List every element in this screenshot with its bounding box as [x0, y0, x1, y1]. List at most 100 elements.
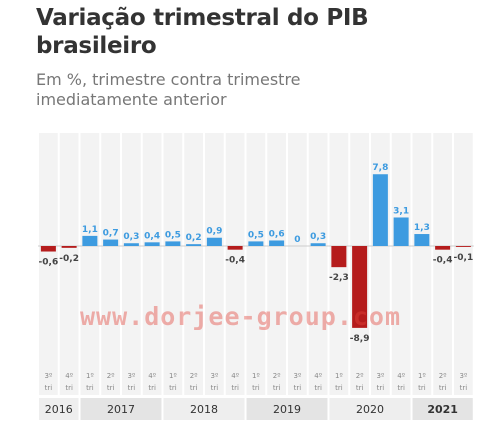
year-band	[39, 398, 79, 420]
year-label: 2021	[427, 403, 458, 416]
data-label: -2,3	[329, 273, 349, 283]
bar	[352, 246, 368, 328]
quarter-suffix-label: tri	[128, 384, 136, 392]
bar	[165, 241, 181, 246]
chart-title-line1: Variação trimestral do PIB	[36, 5, 369, 31]
quarter-suffix-label: tri	[86, 384, 94, 392]
chart-title-line2: brasileiro	[36, 33, 157, 59]
column-background	[246, 133, 266, 395]
bar	[206, 237, 222, 246]
data-label: 0,5	[165, 230, 181, 240]
data-label: 0,2	[186, 233, 202, 243]
quarter-label: 3º	[376, 372, 384, 380]
quarter-label: 4º	[397, 372, 405, 380]
quarter-suffix-label: tri	[439, 384, 447, 392]
bar	[123, 243, 139, 246]
quarter-label: 1º	[86, 372, 94, 380]
column-background	[142, 133, 162, 395]
data-label: 3,1	[393, 206, 409, 216]
column-background	[80, 133, 100, 395]
column-background	[59, 133, 79, 395]
quarter-label: 1º	[335, 372, 343, 380]
bar	[269, 240, 285, 246]
bar	[40, 246, 56, 252]
chart-subtitle-line1: Em %, trimestre contra trimestre	[36, 70, 301, 89]
bar	[248, 241, 264, 246]
quarter-suffix-label: tri	[314, 384, 322, 392]
column-background	[225, 133, 245, 395]
data-label: 0,3	[123, 232, 139, 242]
quarter-suffix-label: tri	[45, 384, 53, 392]
quarter-label: 3º	[210, 372, 218, 380]
chart-title: Variação trimestral do PIB brasileiro	[36, 4, 476, 60]
column-background	[184, 133, 203, 395]
year-band	[163, 398, 245, 420]
quarter-suffix-label: tri	[397, 384, 405, 392]
column-background	[433, 133, 452, 395]
data-label: 1,3	[414, 223, 430, 233]
quarter-suffix-label: tri	[252, 384, 260, 392]
quarter-suffix-label: tri	[460, 384, 468, 392]
quarter-label: 1º	[418, 372, 426, 380]
column-background	[454, 133, 473, 395]
data-label: 0,5	[248, 230, 264, 240]
quarter-suffix-label: tri	[107, 384, 115, 392]
year-band	[246, 398, 328, 420]
data-label: 0,7	[103, 229, 119, 239]
column-background	[267, 133, 286, 395]
quarter-suffix-label: tri	[356, 384, 364, 392]
quarter-suffix-label: tri	[211, 384, 219, 392]
bar	[393, 217, 409, 246]
quarter-label: 4º	[314, 372, 322, 380]
bar	[310, 243, 326, 246]
quarter-label: 2º	[356, 372, 364, 380]
bar	[227, 246, 243, 250]
quarter-label: 1º	[169, 372, 177, 380]
data-label: 0,6	[269, 229, 285, 239]
year-band	[80, 398, 162, 420]
bar	[61, 246, 77, 248]
year-label: 2018	[190, 403, 218, 416]
quarter-label: 4º	[65, 372, 73, 380]
bar	[372, 174, 388, 246]
quarter-label: 3º	[293, 372, 301, 380]
quarter-label: 3º	[127, 372, 135, 380]
column-background	[391, 133, 411, 395]
column-background	[163, 133, 183, 395]
quarter-suffix-label: tri	[148, 384, 156, 392]
quarter-label: 2º	[439, 372, 447, 380]
bar	[186, 244, 202, 246]
bar	[455, 246, 471, 247]
chart-subtitle-line2: imediatamente anterior	[36, 90, 227, 109]
quarter-label: 2º	[273, 372, 281, 380]
year-label: 2019	[273, 403, 301, 416]
data-label: 7,8	[372, 163, 388, 173]
quarter-suffix-label: tri	[231, 384, 239, 392]
quarter-label: 3º	[459, 372, 467, 380]
quarter-label: 1º	[252, 372, 260, 380]
data-label: -0,4	[225, 256, 245, 266]
quarter-suffix-label: tri	[418, 384, 426, 392]
quarter-suffix-label: tri	[169, 384, 177, 392]
bar	[435, 246, 451, 250]
data-label: -8,9	[350, 334, 370, 344]
data-label: 0,4	[144, 231, 160, 241]
data-label: -0,1	[454, 253, 474, 263]
column-background	[288, 133, 307, 395]
year-label: 2017	[107, 403, 135, 416]
quarter-label: 3º	[44, 372, 52, 380]
year-band	[412, 398, 473, 420]
column-background	[101, 133, 120, 395]
quarter-suffix-label: tri	[65, 384, 73, 392]
quarter-label: 2º	[107, 372, 115, 380]
watermark: www.dorjee-group.com	[80, 302, 402, 331]
bar	[331, 246, 347, 268]
data-label: -0,2	[59, 254, 79, 264]
chart-subtitle: Em %, trimestre contra trimestre imediat…	[36, 70, 476, 110]
quarter-suffix-label: tri	[190, 384, 198, 392]
quarter-label: 4º	[148, 372, 156, 380]
quarter-suffix-label: tri	[335, 384, 343, 392]
column-background	[308, 133, 328, 395]
bar	[414, 234, 430, 246]
